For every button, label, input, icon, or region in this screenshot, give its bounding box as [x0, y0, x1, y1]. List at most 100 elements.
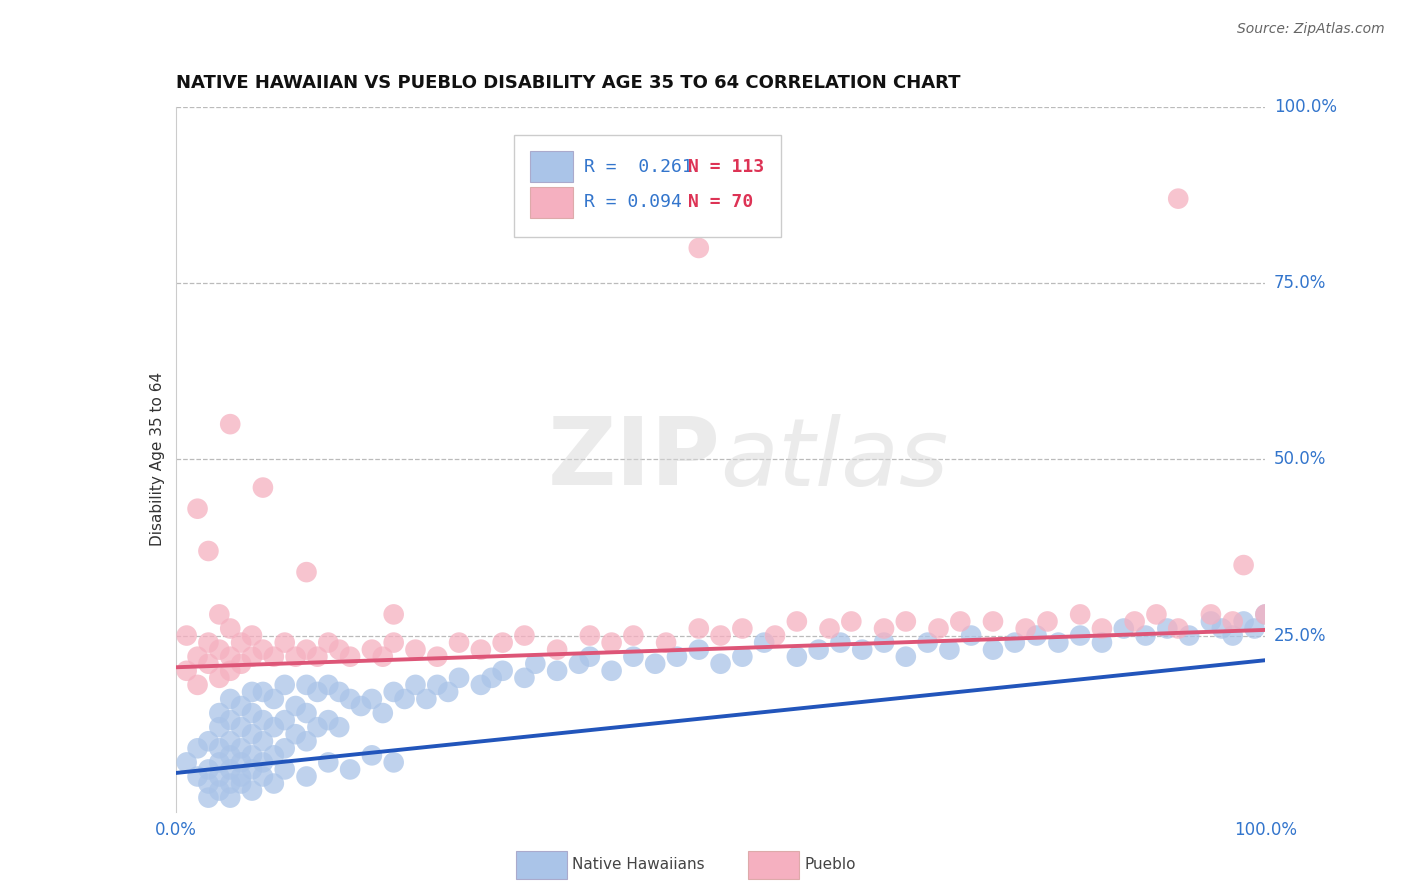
Point: [1123, 615, 1146, 629]
Point: [688, 642, 710, 657]
Point: [382, 685, 405, 699]
Point: [208, 671, 231, 685]
Point: [621, 649, 644, 664]
Point: [371, 706, 394, 720]
Point: [318, 756, 340, 770]
Text: R =  0.261: R = 0.261: [585, 158, 693, 176]
Point: [481, 671, 503, 685]
Point: [274, 741, 297, 756]
Point: [1232, 558, 1256, 573]
Text: atlas: atlas: [721, 414, 949, 505]
Text: R = 0.094: R = 0.094: [585, 194, 682, 211]
Point: [394, 692, 416, 706]
Point: [579, 628, 602, 642]
Point: [600, 635, 623, 649]
Point: [186, 678, 209, 692]
Point: [382, 635, 405, 649]
Point: [186, 501, 209, 516]
Point: [318, 713, 340, 727]
Point: [1254, 607, 1277, 622]
Point: [981, 615, 1004, 629]
Point: [938, 642, 960, 657]
Point: [240, 783, 263, 797]
Point: [240, 727, 263, 741]
Point: [873, 635, 896, 649]
Point: [655, 635, 678, 649]
Point: [176, 664, 198, 678]
Point: [284, 727, 307, 741]
Point: [186, 769, 209, 784]
Text: 50.0%: 50.0%: [1274, 450, 1326, 468]
Text: NATIVE HAWAIIAN VS PUEBLO DISABILITY AGE 35 TO 64 CORRELATION CHART: NATIVE HAWAIIAN VS PUEBLO DISABILITY AGE…: [176, 74, 960, 92]
Point: [1243, 622, 1265, 636]
Point: [328, 720, 350, 734]
Point: [240, 706, 263, 720]
Point: [318, 678, 340, 692]
Point: [208, 607, 231, 622]
Point: [1015, 622, 1038, 636]
Point: [492, 635, 515, 649]
Point: [382, 607, 405, 622]
Point: [231, 776, 253, 790]
Point: [252, 481, 274, 495]
Point: [219, 713, 242, 727]
Point: [231, 769, 253, 784]
Point: [1222, 615, 1244, 629]
Point: [219, 763, 242, 777]
Point: [1004, 635, 1026, 649]
Point: [339, 649, 361, 664]
Point: [731, 649, 754, 664]
Point: [252, 756, 274, 770]
Point: [568, 657, 591, 671]
Point: [1069, 628, 1091, 642]
Point: [818, 622, 841, 636]
Point: [263, 720, 285, 734]
Point: [382, 756, 405, 770]
Point: [546, 664, 568, 678]
Point: [710, 657, 733, 671]
Point: [252, 685, 274, 699]
Point: [208, 720, 231, 734]
Point: [274, 678, 297, 692]
Point: [219, 776, 242, 790]
Point: [1222, 628, 1244, 642]
Point: [426, 678, 449, 692]
Point: [219, 664, 242, 678]
Point: [219, 734, 242, 748]
Point: [295, 642, 318, 657]
Point: [307, 720, 329, 734]
Point: [513, 628, 536, 642]
Point: [1091, 635, 1114, 649]
Point: [437, 685, 460, 699]
Point: [960, 628, 983, 642]
Point: [350, 699, 373, 714]
Point: [1199, 607, 1222, 622]
Point: [197, 763, 219, 777]
Point: [231, 741, 253, 756]
Point: [208, 741, 231, 756]
Point: [219, 748, 242, 763]
Point: [186, 649, 209, 664]
Point: [786, 615, 808, 629]
Point: [447, 671, 470, 685]
Point: [263, 649, 285, 664]
Point: [284, 699, 307, 714]
Point: [295, 769, 318, 784]
Point: [219, 790, 242, 805]
Point: [731, 622, 754, 636]
Point: [197, 776, 219, 790]
Point: [231, 756, 253, 770]
Point: [176, 756, 198, 770]
Point: [873, 622, 896, 636]
Point: [197, 790, 219, 805]
Point: [328, 642, 350, 657]
Point: [219, 622, 242, 636]
Point: [240, 685, 263, 699]
Point: [1135, 628, 1157, 642]
Point: [295, 734, 318, 748]
Point: [415, 692, 437, 706]
Point: [579, 649, 602, 664]
Point: [447, 635, 470, 649]
Point: [754, 635, 776, 649]
Point: [240, 748, 263, 763]
